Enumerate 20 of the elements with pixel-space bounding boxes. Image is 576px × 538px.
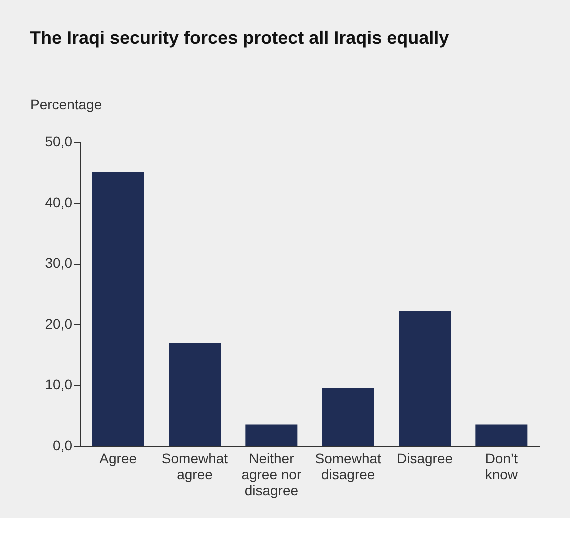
x-tick-label: Neither agree nor disagree bbox=[242, 450, 302, 498]
y-tick-label: 0,0 bbox=[53, 438, 73, 454]
y-axis-title: Percentage bbox=[30, 96, 102, 112]
bar bbox=[476, 424, 528, 446]
y-tick-label: 50,0 bbox=[45, 134, 73, 150]
y-tick-label: 30,0 bbox=[45, 255, 73, 272]
x-tick-label: Don’t know bbox=[485, 450, 519, 482]
y-tick-label: 10,0 bbox=[45, 376, 73, 393]
x-tick-label: Somewhat agree bbox=[162, 450, 228, 482]
bar bbox=[322, 388, 374, 446]
bar bbox=[246, 424, 298, 446]
x-tick-label: Disagree bbox=[396, 450, 454, 466]
chart-title: The Iraqi security forces protect all Iraqis equally bbox=[30, 28, 450, 48]
x-tick-label: Somewhat disagree bbox=[315, 450, 382, 482]
bar bbox=[92, 172, 144, 446]
bar bbox=[169, 343, 221, 446]
y-tick-label: 40,0 bbox=[45, 194, 73, 210]
bar bbox=[399, 311, 451, 446]
x-tick-label: Agree bbox=[100, 450, 138, 466]
y-tick-label: 20,0 bbox=[45, 316, 73, 332]
